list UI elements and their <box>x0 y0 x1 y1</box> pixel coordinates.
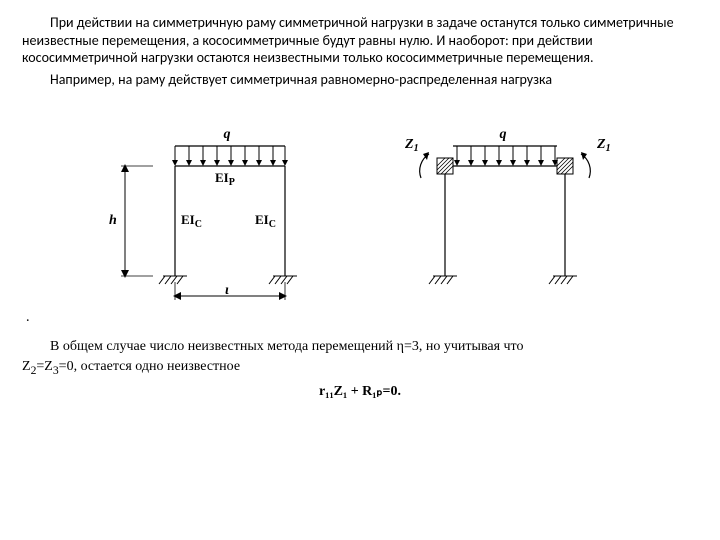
figure-right-frame: q Z1 Z1 <box>375 106 635 306</box>
label-L: ι <box>225 283 229 298</box>
label-Z1-right: Z1 <box>596 137 611 154</box>
eq-line-1: В общем случае число неизвестных метода … <box>22 339 698 355</box>
equation-block: В общем случае число неизвестных метода … <box>22 339 698 377</box>
label-q-left: q <box>224 127 231 142</box>
label-q-right: q <box>500 127 507 142</box>
page: При действии на симметричную раму симмет… <box>0 0 720 400</box>
label-EIc-right: EIC <box>255 212 276 230</box>
label-Z1-left: Z1 <box>404 137 419 154</box>
label-EIp: EIP <box>215 170 235 188</box>
figure-left-frame: q h ι EIP EIC EIC <box>85 106 335 306</box>
label-h: h <box>109 213 117 228</box>
paragraph-1: При действии на симметричную раму симмет… <box>22 14 698 67</box>
trailing-dot: . <box>26 308 698 325</box>
figures-row: q h ι EIP EIC EIC <box>22 106 698 306</box>
eq-centered: r₁₁Z₁ + R₁ₚ=0. <box>22 383 698 400</box>
paragraph-2: Например, на раму действует симметричная… <box>22 71 698 89</box>
eq-line-2: Z2=Z3=0, остается одно неизвестное <box>22 359 698 377</box>
label-EIc-left: EIC <box>181 212 202 230</box>
